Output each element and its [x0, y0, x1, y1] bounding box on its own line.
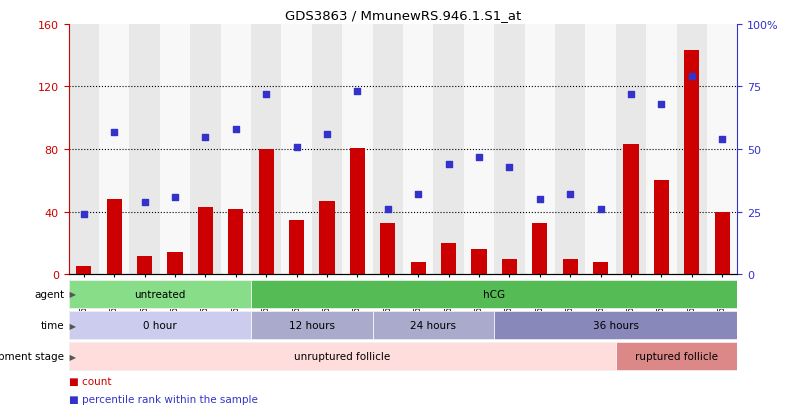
Point: [351, 89, 364, 95]
Bar: [99, 25, 129, 275]
Bar: [197, 207, 213, 275]
Text: ▶: ▶: [67, 352, 76, 361]
Bar: [312, 25, 343, 275]
Text: 36 hours: 36 hours: [593, 320, 639, 330]
Point: [625, 91, 638, 98]
Point: [716, 136, 729, 143]
Bar: [372, 311, 494, 339]
Text: agent: agent: [35, 289, 64, 299]
Point: [290, 144, 303, 150]
Point: [321, 131, 334, 138]
Bar: [372, 25, 403, 275]
Text: 12 hours: 12 hours: [289, 320, 334, 330]
Bar: [168, 253, 182, 275]
Bar: [251, 280, 737, 308]
Bar: [410, 262, 426, 275]
Text: untreated: untreated: [134, 289, 185, 299]
Text: ▶: ▶: [67, 290, 76, 299]
Bar: [319, 201, 334, 275]
Bar: [228, 209, 243, 275]
Point: [412, 191, 425, 198]
Bar: [646, 25, 677, 275]
Bar: [555, 25, 585, 275]
Title: GDS3863 / MmunewRS.946.1.S1_at: GDS3863 / MmunewRS.946.1.S1_at: [285, 9, 521, 22]
Text: hCG: hCG: [483, 289, 505, 299]
Text: time: time: [41, 320, 64, 330]
Bar: [434, 25, 463, 275]
Bar: [463, 25, 494, 275]
Point: [534, 197, 546, 203]
Bar: [106, 200, 122, 275]
Bar: [380, 223, 396, 275]
Bar: [281, 25, 312, 275]
Bar: [69, 280, 251, 308]
Bar: [350, 148, 365, 275]
Bar: [707, 25, 737, 275]
Bar: [654, 181, 669, 275]
Text: ■ count: ■ count: [69, 376, 111, 386]
Bar: [532, 223, 547, 275]
Bar: [403, 25, 434, 275]
Bar: [69, 342, 616, 370]
Point: [442, 161, 455, 168]
Point: [138, 199, 151, 206]
Point: [199, 134, 212, 140]
Point: [685, 74, 698, 81]
Bar: [289, 220, 304, 275]
Point: [260, 91, 272, 98]
Bar: [494, 311, 737, 339]
Bar: [251, 25, 281, 275]
Bar: [129, 25, 160, 275]
Point: [564, 191, 577, 198]
Text: 24 hours: 24 hours: [410, 320, 456, 330]
Bar: [525, 25, 555, 275]
Point: [230, 126, 243, 133]
Point: [594, 206, 607, 213]
Bar: [251, 311, 372, 339]
Point: [655, 102, 668, 108]
Bar: [343, 25, 372, 275]
Bar: [441, 243, 456, 275]
Bar: [684, 51, 700, 275]
Bar: [221, 25, 251, 275]
Text: unruptured follicle: unruptured follicle: [294, 351, 390, 361]
Text: development stage: development stage: [0, 351, 64, 361]
Bar: [69, 25, 99, 275]
Bar: [616, 342, 737, 370]
Point: [381, 206, 394, 213]
Bar: [160, 25, 190, 275]
Bar: [563, 259, 578, 275]
Text: ▶: ▶: [67, 321, 76, 330]
Bar: [593, 262, 609, 275]
Point: [503, 164, 516, 171]
Bar: [715, 212, 730, 275]
Bar: [624, 145, 638, 275]
Text: 0 hour: 0 hour: [143, 320, 177, 330]
Text: ■ percentile rank within the sample: ■ percentile rank within the sample: [69, 394, 257, 404]
Point: [168, 194, 181, 200]
Bar: [616, 25, 646, 275]
Bar: [69, 311, 251, 339]
Point: [472, 154, 485, 161]
Bar: [259, 150, 274, 275]
Bar: [472, 249, 487, 275]
Bar: [677, 25, 707, 275]
Text: ruptured follicle: ruptured follicle: [635, 351, 718, 361]
Bar: [190, 25, 221, 275]
Bar: [494, 25, 525, 275]
Bar: [137, 256, 152, 275]
Point: [77, 211, 90, 218]
Point: [108, 129, 121, 135]
Bar: [585, 25, 616, 275]
Bar: [76, 267, 91, 275]
Bar: [502, 259, 517, 275]
